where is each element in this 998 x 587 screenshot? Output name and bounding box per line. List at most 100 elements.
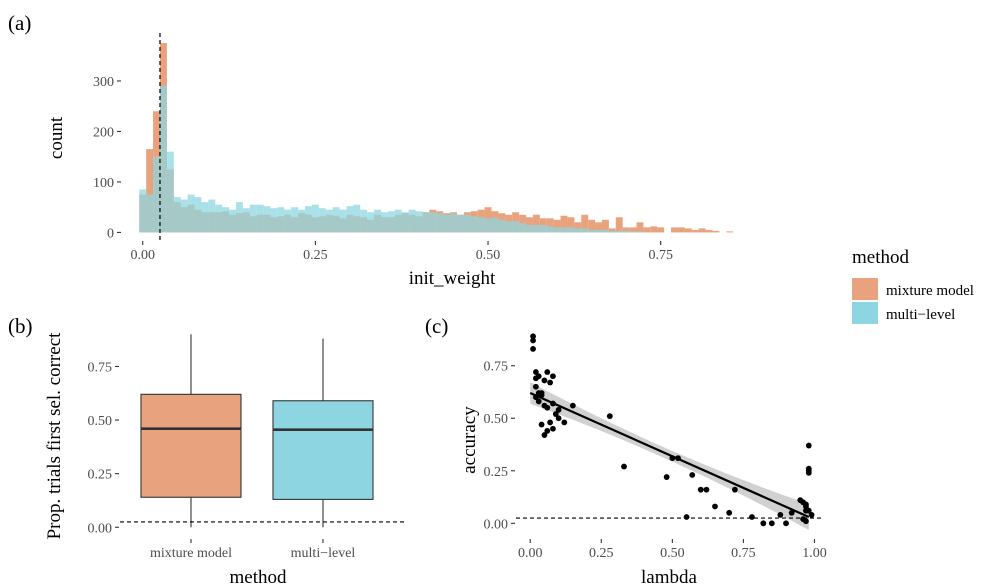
- scatter-point: [760, 520, 767, 527]
- legend-swatch-mixture-model: [852, 278, 878, 300]
- histogram-bar-multi-level: [491, 217, 499, 233]
- y-tick-label: 100: [93, 176, 114, 191]
- histogram-bar-mixture-model: [671, 227, 678, 233]
- scatter-point: [783, 520, 789, 527]
- x-tick-label: 0.25: [303, 248, 328, 263]
- histogram-bar-multi-level: [139, 189, 147, 233]
- scatter-point: [538, 421, 545, 428]
- histogram-bar-multi-level: [270, 208, 278, 233]
- histogram-bar-multi-level: [484, 218, 492, 233]
- scatter-point: [689, 472, 696, 478]
- y-tick-label: 0.00: [484, 517, 509, 532]
- histogram-bar-multi-level: [456, 214, 464, 233]
- scatter-point: [712, 503, 718, 510]
- legend-label-mixture-model: mixture model: [886, 283, 974, 299]
- scatter-point: [530, 337, 536, 344]
- x-tick-label: 0.75: [648, 248, 673, 263]
- histogram-bar-multi-level: [242, 208, 250, 233]
- y-tick-label: 0.75: [88, 360, 113, 375]
- histogram-bar-mixture-model: [705, 229, 713, 233]
- histogram-bar-multi-level: [436, 213, 444, 233]
- histogram-bar-multi-level: [194, 197, 202, 233]
- histogram-bar-multi-level: [415, 211, 423, 233]
- histogram-bar-multi-level: [477, 217, 485, 233]
- histogram-bar-multi-level: [173, 197, 181, 233]
- y-tick-label: 200: [93, 125, 114, 140]
- histogram-bar-multi-level: [277, 207, 285, 233]
- histogram-bar-mixture-model: [657, 227, 665, 233]
- legend-title: method: [852, 247, 909, 268]
- histogram-bar-multi-level: [443, 214, 451, 233]
- legend-label-multi-level: multi−level: [886, 307, 955, 323]
- x-tick-label: 0.00: [130, 248, 155, 263]
- scatter-point: [777, 511, 784, 518]
- scatter-point: [544, 369, 551, 375]
- histogram-bar-mixture-model: [636, 222, 644, 233]
- x-tick-label: 1.00: [802, 546, 827, 561]
- scatter-point: [544, 427, 551, 434]
- histogram-bar-mixture-model: [601, 219, 609, 233]
- x-tick-label: 0.00: [518, 546, 543, 561]
- histogram-y-title: count: [46, 116, 67, 159]
- histogram-bar-mixture-model: [146, 149, 154, 233]
- boxplot-x-title: method: [230, 567, 287, 587]
- scatter-point: [532, 369, 539, 375]
- scatter-point: [669, 455, 676, 462]
- scatter-point: [541, 377, 548, 384]
- scatter-point: [805, 442, 812, 449]
- histogram-y-ticks: 0 100 200 300: [93, 75, 121, 241]
- scatter-point: [535, 373, 542, 380]
- histogram-bar-mixture-model: [567, 217, 575, 233]
- histogram-bar-multi-level: [284, 209, 292, 233]
- box-multi-level: [272, 400, 374, 500]
- scatter-point: [683, 514, 690, 520]
- histogram-bar-multi-level: [387, 211, 395, 233]
- histogram-bar-multi-level: [615, 230, 623, 233]
- histogram-bar-multi-level: [574, 228, 582, 233]
- histogram-bar-multi-level: [153, 156, 160, 233]
- histogram-bar-multi-level: [401, 212, 409, 233]
- y-tick-label: 300: [93, 75, 114, 90]
- scatter-point: [803, 503, 809, 510]
- panel-label-c: (c): [425, 314, 448, 338]
- scatter-panel: 0.00 0.25 0.50 0.75 0.00 0.25 0.50 0.75 1.00: [484, 333, 827, 561]
- x-tick-label: 0.75: [731, 546, 756, 561]
- boxplot-panel: 0.00 0.25 0.50 0.75 mixture model multi−leve…: [88, 334, 404, 561]
- histogram-bar-mixture-model: [691, 229, 699, 233]
- scatter-y-title: accuracy: [459, 406, 480, 474]
- histogram-bar-mixture-model: [588, 219, 596, 233]
- histogram-bar-multi-level: [629, 231, 637, 233]
- histogram-bar-multi-level: [394, 209, 402, 233]
- histogram-bar-mixture-model: [629, 227, 637, 233]
- histogram-series-multi-level: [139, 86, 644, 233]
- histogram-bar-mixture-model: [581, 214, 589, 233]
- histogram-bar-multi-level: [374, 209, 381, 233]
- histogram-bar-multi-level: [505, 221, 513, 233]
- histogram-bar-multi-level: [229, 209, 236, 233]
- histogram-bar-multi-level: [553, 227, 561, 233]
- scatter-point: [808, 511, 815, 518]
- scatter-point: [550, 425, 556, 432]
- histogram-bar-multi-level: [353, 204, 361, 233]
- scatter-point: [805, 469, 812, 476]
- histogram-bar-mixture-model: [622, 227, 630, 233]
- histogram-bar-multi-level: [332, 207, 340, 233]
- histogram-bar-mixture-model: [574, 222, 582, 233]
- scatter-x-ticks: 0.00 0.25 0.50 0.75 1.00: [518, 539, 827, 561]
- y-tick-label: 0.25: [484, 465, 509, 480]
- histogram-bar-multi-level: [450, 213, 457, 233]
- histogram-bar-multi-level: [463, 214, 471, 233]
- x-tick-label: 0.50: [660, 546, 685, 561]
- scatter-fit-line: [529, 392, 810, 518]
- y-tick-label: 0.50: [484, 412, 509, 427]
- scatter-point: [550, 373, 556, 380]
- histogram-bar-multi-level: [346, 206, 354, 233]
- scatter-point: [530, 333, 536, 340]
- histogram-bar-multi-level: [367, 212, 375, 233]
- y-tick-label: 0.50: [88, 414, 113, 429]
- scatter-point: [749, 514, 755, 520]
- histogram-bar-multi-level: [595, 229, 602, 233]
- scatter-point: [768, 520, 775, 527]
- x-tick-label: 0.50: [476, 248, 501, 263]
